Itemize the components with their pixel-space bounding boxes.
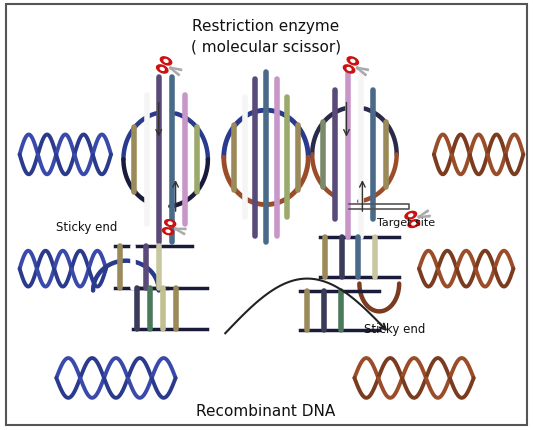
- Polygon shape: [351, 60, 355, 63]
- Text: Sticky end: Sticky end: [365, 322, 426, 335]
- Polygon shape: [166, 230, 170, 233]
- Circle shape: [356, 68, 359, 70]
- Text: ( molecular scissor): ( molecular scissor): [191, 39, 341, 54]
- Polygon shape: [175, 230, 185, 235]
- Text: Recombinant DNA: Recombinant DNA: [196, 403, 336, 418]
- Polygon shape: [168, 222, 172, 225]
- Polygon shape: [409, 215, 413, 217]
- Polygon shape: [347, 58, 359, 66]
- Polygon shape: [160, 58, 172, 66]
- Polygon shape: [405, 212, 417, 220]
- Text: Restriction enzyme: Restriction enzyme: [192, 19, 340, 34]
- Text: Target site: Target site: [377, 218, 435, 227]
- Polygon shape: [408, 220, 419, 228]
- Polygon shape: [171, 69, 180, 76]
- Polygon shape: [347, 68, 351, 71]
- Polygon shape: [357, 69, 367, 76]
- Polygon shape: [419, 216, 430, 218]
- Polygon shape: [419, 211, 429, 217]
- Polygon shape: [160, 68, 164, 71]
- Circle shape: [174, 228, 176, 230]
- Polygon shape: [412, 223, 416, 225]
- Polygon shape: [165, 220, 176, 227]
- Text: Sticky end: Sticky end: [56, 221, 118, 234]
- Circle shape: [169, 68, 172, 70]
- Polygon shape: [157, 66, 168, 74]
- Polygon shape: [163, 228, 174, 235]
- Circle shape: [418, 216, 420, 218]
- Polygon shape: [171, 68, 182, 71]
- Polygon shape: [358, 68, 368, 71]
- Polygon shape: [164, 60, 168, 63]
- Polygon shape: [176, 229, 186, 230]
- Polygon shape: [343, 66, 355, 74]
